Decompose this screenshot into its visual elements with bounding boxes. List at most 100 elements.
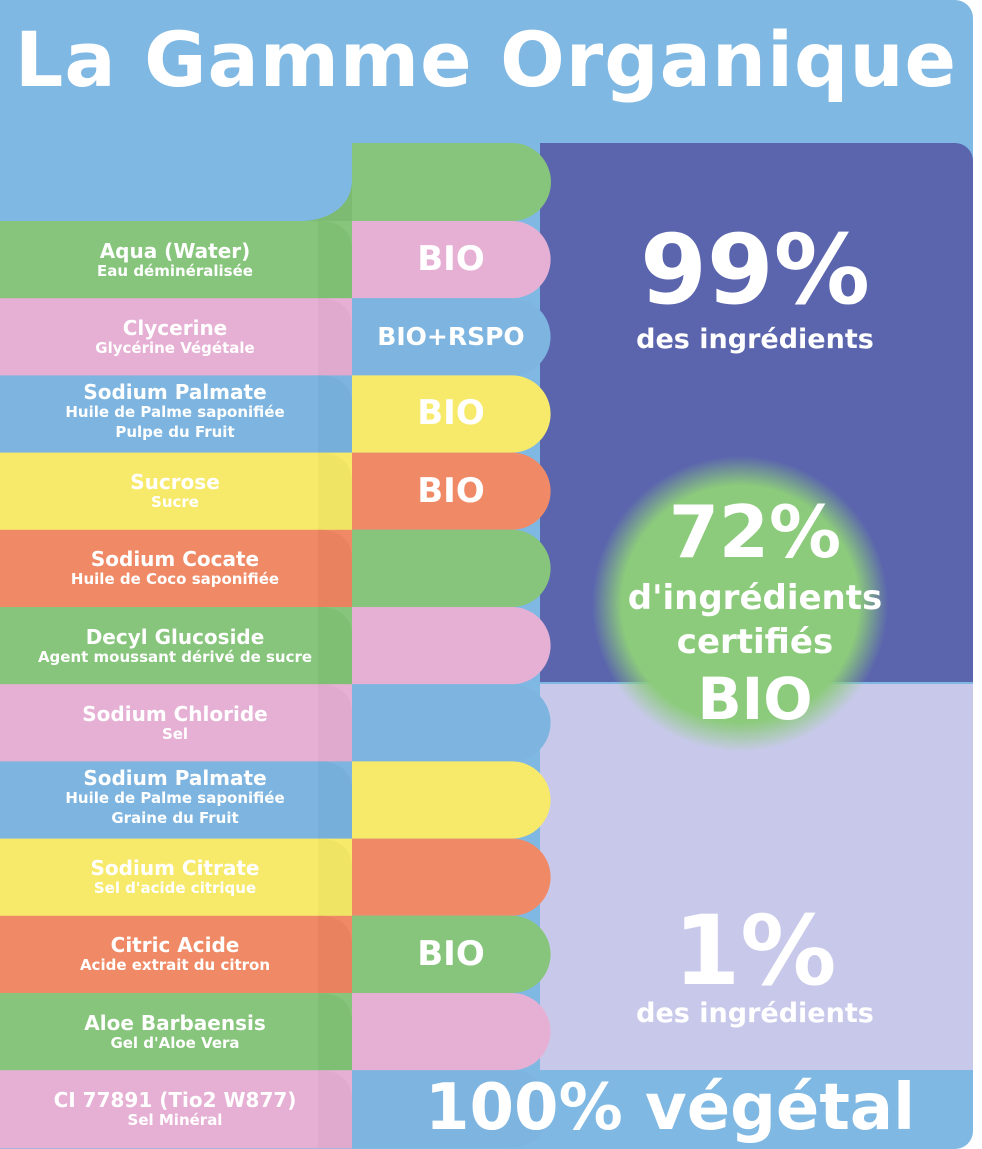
ingredient-band [0,993,352,1072]
band-curve [318,761,352,840]
ingredient-row: Sucrose Sucre [0,453,350,530]
band-curve [318,221,352,300]
ingredient-band [0,1070,352,1149]
ingredient-row: CI 77891 (Tio2 W877) Sel Minéral [0,1070,350,1147]
badge-pill-shape [352,915,551,993]
circle-line-2: certifiés [676,622,834,662]
ingredient-band [0,221,352,300]
certification-badge [352,607,550,683]
ingredient-band [0,761,352,840]
ingredient-name: Decyl Glucoside [85,624,265,649]
ingredient-name: Clycerine [122,315,228,340]
ingredient-band [0,452,352,531]
ingredient-description: Huile de Palme saponifiée [65,788,285,807]
ingredient-name: Sodium Palmate [83,765,267,790]
ingredient-band [0,298,352,377]
ingredient-source: Pulpe du Fruit [115,422,235,441]
band-curve [318,452,352,531]
ingredient-row: Sodium Cocate Huile de Coco saponifiée [0,530,350,607]
band-curve [318,607,352,686]
certification-badge: BIO [417,239,485,279]
ingredient-row: Clycerine Glycérine Végétale [0,298,350,375]
badge-pill-shape [352,298,551,376]
ingredient-description: Eau déminéralisée [97,261,253,280]
ingredient-name: Sodium Cocate [90,547,260,572]
band-curve [318,915,352,994]
stat-bottom-label: des ingrédients [636,998,874,1029]
ingredient-row: Sodium Chloride Sel [0,684,350,761]
ingredient-description: Sel [161,724,189,743]
certification-badge [352,839,550,915]
stat-top-label: des ingrédients [636,324,874,355]
ingredient-description: Gel d'Aloe Vera [110,1033,240,1052]
ingredient-name: Aqua (Water) [99,238,251,263]
ingredient-description: Huile de Coco saponifiée [70,570,280,589]
ingredient-name: Citric Acide [110,933,240,958]
ingredient-band [0,375,352,454]
ingredient-name: Sodium Chloride [82,701,268,726]
circle-line-1: d'ingrédients [627,578,883,618]
ingredient-band [0,529,352,608]
ingredient-row: Aqua (Water) Eau déminéralisée [0,221,350,298]
certification-badge: BIO+RSPO [377,321,525,351]
top-green-pill [352,143,551,221]
stat-top-value: 99% [640,214,870,326]
badge-pill-shape [352,452,551,530]
badge-pill-shape [352,684,551,762]
certification-badge: BIO [417,470,485,511]
ingredient-band [0,838,352,917]
ingredient-name: Aloe Barbaensis [84,1010,266,1035]
ingredient-row: Sodium Palmate Huile de Palme saponifiée P… [0,375,350,452]
certification-badge: BIO [417,933,485,974]
certification-badge [352,761,550,837]
ingredient-band [0,684,352,763]
band-curve [318,375,352,454]
ingredient-row: Aloe Barbaensis Gel d'Aloe Vera [0,993,350,1070]
ingredient-source: Graine du Fruit [111,808,239,827]
badge-pill-shape [352,1070,551,1148]
page-title: La Gamme Organique [14,15,958,104]
band-curve [318,684,352,763]
badge-pill-shape [352,529,551,607]
band-curve [318,529,352,608]
ingredient-band [0,915,352,994]
badge-pill-shape [352,761,551,839]
certification-badge [352,530,550,606]
circle-line-3: BIO [697,665,813,733]
ingredient-row: Decyl Glucoside Agent moussant dérivé de … [0,607,350,684]
ingredient-description: Glycérine Végétale [95,338,255,357]
certification-badge: BIO [417,393,485,434]
stat-bottom-value: 1% [673,895,837,1007]
ingredient-description: Sucre [151,493,199,512]
ingredient-description: Acide extrait du citron [79,956,271,975]
ingredient-description: Huile de Palme saponifiée [65,402,285,421]
badge-pill-shape [352,838,551,916]
ingredient-row: Sodium Palmate Huile de Palme saponifiée G… [0,761,350,838]
footer-claim: 100% végétal [424,1071,916,1145]
badge-pill-shape [352,993,551,1071]
certification-badge [352,684,550,760]
band-curve [318,1070,352,1149]
ingredient-row: Citric Acide Acide extrait du citron [0,916,350,993]
certification-badge [352,993,550,1069]
ingredient-description: Agent moussant dérivé de sucre [37,647,313,666]
badge-pill-shape [352,375,551,453]
ingredient-name: Sucrose [130,470,220,495]
band-curve [318,298,352,377]
ingredient-name: Sodium Palmate [83,379,267,404]
ingredient-row: Sodium Citrate Sel d'acide citrique [0,839,350,916]
band-curve [318,993,352,1072]
badge-pill-shape [352,607,551,685]
ingredient-name: CI 77891 (Tio2 W877) [53,1087,297,1112]
badge-pill-shape [352,221,551,299]
band-curve [318,838,352,917]
ingredient-description: Sel Minéral [127,1110,223,1129]
bio-circle [592,456,888,752]
circle-value: 72% [668,490,842,574]
top-connector [300,180,352,221]
ingredient-name: Sodium Citrate [90,856,260,881]
ingredient-description: Sel d'acide citrique [93,879,257,898]
ingredient-band [0,607,352,686]
